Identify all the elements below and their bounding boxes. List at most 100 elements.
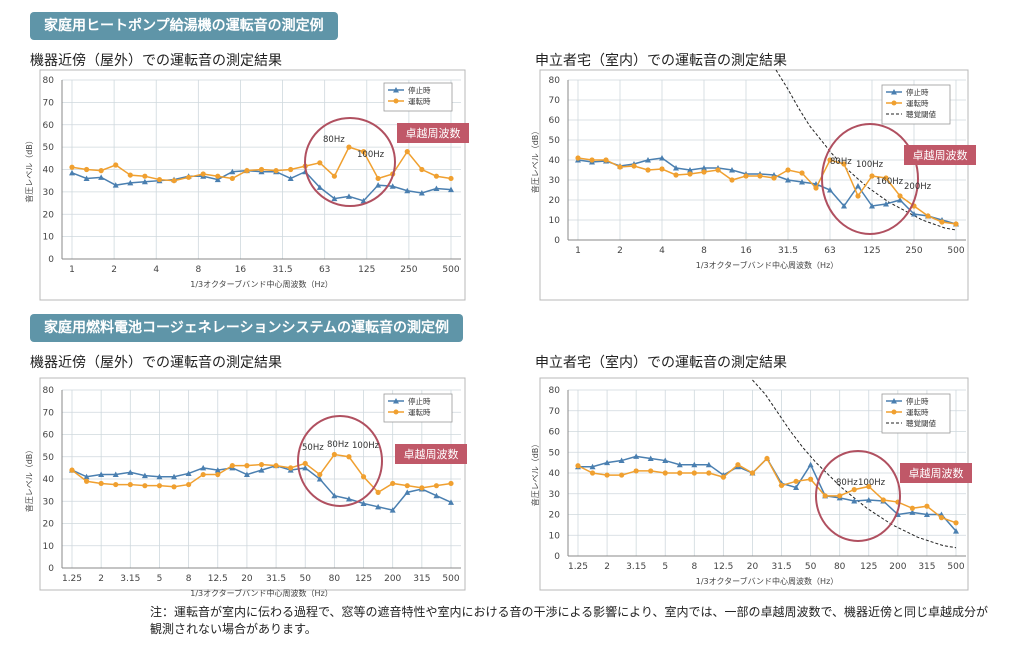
frequency-annotation: 100Hz xyxy=(352,441,380,451)
data-point xyxy=(345,193,352,199)
frequency-annotation: 80Hz xyxy=(830,157,852,167)
legend-box xyxy=(383,82,453,112)
data-point xyxy=(851,498,858,504)
y-tick-label: 10 xyxy=(43,233,55,243)
x-tick-label: 2 xyxy=(98,574,104,584)
legend-label: 停止時 xyxy=(408,396,431,406)
data-point xyxy=(909,509,916,515)
data-point xyxy=(375,503,382,510)
x-tick-label: 1.25 xyxy=(62,574,82,584)
x-tick-label: 5 xyxy=(157,574,163,584)
data-point xyxy=(662,470,668,476)
data-point xyxy=(244,463,250,469)
data-point xyxy=(375,489,381,495)
data-point xyxy=(827,157,833,163)
data-point xyxy=(331,492,338,499)
legend-marker xyxy=(891,89,897,95)
data-point xyxy=(851,487,857,493)
x-tick-label: 80 xyxy=(329,574,341,584)
x-tick-label: 31.5 xyxy=(772,562,792,572)
legend-label: 停止時 xyxy=(906,87,929,97)
frequency-annotation: 100Hz xyxy=(858,478,886,488)
y-tick-label: 30 xyxy=(43,497,55,507)
data-point xyxy=(911,211,917,217)
data-point xyxy=(701,165,707,171)
data-point xyxy=(156,483,163,489)
y-tick-label: 50 xyxy=(43,453,55,463)
data-point xyxy=(897,197,903,203)
y-axis-label: 音圧レベル（dB） xyxy=(530,127,540,194)
data-point xyxy=(127,469,134,475)
legend-label: 運転時 xyxy=(906,408,929,417)
x-tick-label: 250 xyxy=(400,265,417,275)
data-point xyxy=(575,155,581,161)
data-point xyxy=(433,185,440,192)
x-tick-label: 500 xyxy=(442,265,459,275)
data-point xyxy=(156,473,163,480)
data-point xyxy=(837,493,843,499)
data-point xyxy=(757,173,763,179)
data-point xyxy=(389,507,396,513)
dominant-frequency-circle xyxy=(821,123,919,235)
y-tick-label: 40 xyxy=(549,156,561,166)
y-tick-label: 20 xyxy=(43,210,55,220)
data-point xyxy=(127,179,134,186)
legend-marker xyxy=(891,100,897,106)
data-point xyxy=(113,162,119,168)
data-point xyxy=(617,164,623,170)
chart-4: 0 10 20 30 40 50 60 70 80 1.25 2 3.15 5 8 12.5 20 31.5 50… xyxy=(530,377,972,591)
data-point xyxy=(953,520,959,526)
y-tick-label: 50 xyxy=(549,136,561,146)
y-tick-label: 0 xyxy=(554,236,560,246)
footnote: 注：運転音が室内に伝わる過程で、窓等の遮音特性や室内における音の干渉による影響に… xyxy=(150,605,988,636)
data-point xyxy=(83,166,90,173)
x-tick-label: 63 xyxy=(824,246,835,256)
x-tick-label: 50 xyxy=(300,574,312,584)
legend-marker xyxy=(393,98,399,104)
data-point xyxy=(156,176,163,183)
data-point xyxy=(360,197,367,204)
data-point xyxy=(331,451,337,458)
data-point xyxy=(841,203,847,209)
data-point xyxy=(822,493,828,499)
y-tick-label: 20 xyxy=(549,196,561,206)
frequency-annotation: 80Hz xyxy=(323,135,345,145)
data-point xyxy=(631,163,637,169)
x-tick-label: 50 xyxy=(805,562,817,572)
chart4-title: 申立者宅（室内）での運転音の測定結果 xyxy=(535,355,787,371)
frequency-annotation: 80Hz xyxy=(327,440,349,450)
legend-marker xyxy=(891,409,897,415)
data-point xyxy=(127,172,133,178)
x-tick-label: 8 xyxy=(186,574,192,584)
x-tick-label: 125 xyxy=(358,265,375,275)
data-point xyxy=(419,166,425,173)
data-point xyxy=(589,470,596,476)
data-point xyxy=(938,515,945,521)
chart-3: 0 10 20 30 40 50 60 70 80 1.25 2 3.15 5 8 12.5 20 31.5 50… xyxy=(24,377,467,598)
data-point xyxy=(705,461,712,468)
dominant-frequency-label-box xyxy=(904,145,976,165)
data-point xyxy=(925,213,931,219)
y-axis-label: 音圧レベル（dB） xyxy=(24,446,34,513)
x-tick-label: 2 xyxy=(604,562,610,572)
data-point xyxy=(186,481,192,488)
data-point xyxy=(273,463,279,469)
legend-label: 停止時 xyxy=(408,85,431,95)
y-tick-label: 60 xyxy=(43,431,55,441)
data-point xyxy=(331,173,337,179)
x-tick-label: 8 xyxy=(195,265,201,275)
section1-banner: 家庭用ヒートポンプ給湯機の運転音の測定例 xyxy=(30,12,338,40)
data-point xyxy=(229,168,236,175)
data-point xyxy=(706,470,712,476)
data-point xyxy=(375,175,381,182)
x-axis-label: 1/3オクターブバンド中心周波数（Hz） xyxy=(696,576,839,586)
data-point xyxy=(171,473,178,480)
series-run xyxy=(575,155,959,227)
data-point xyxy=(855,193,861,199)
x-tick-label: 31.5 xyxy=(273,265,293,275)
y-tick-label: 10 xyxy=(549,216,561,226)
data-point xyxy=(749,470,756,476)
x-tick-label: 80 xyxy=(834,562,846,572)
legend-label: 聴覚閾値 xyxy=(906,418,936,428)
y-tick-label: 50 xyxy=(43,143,55,153)
